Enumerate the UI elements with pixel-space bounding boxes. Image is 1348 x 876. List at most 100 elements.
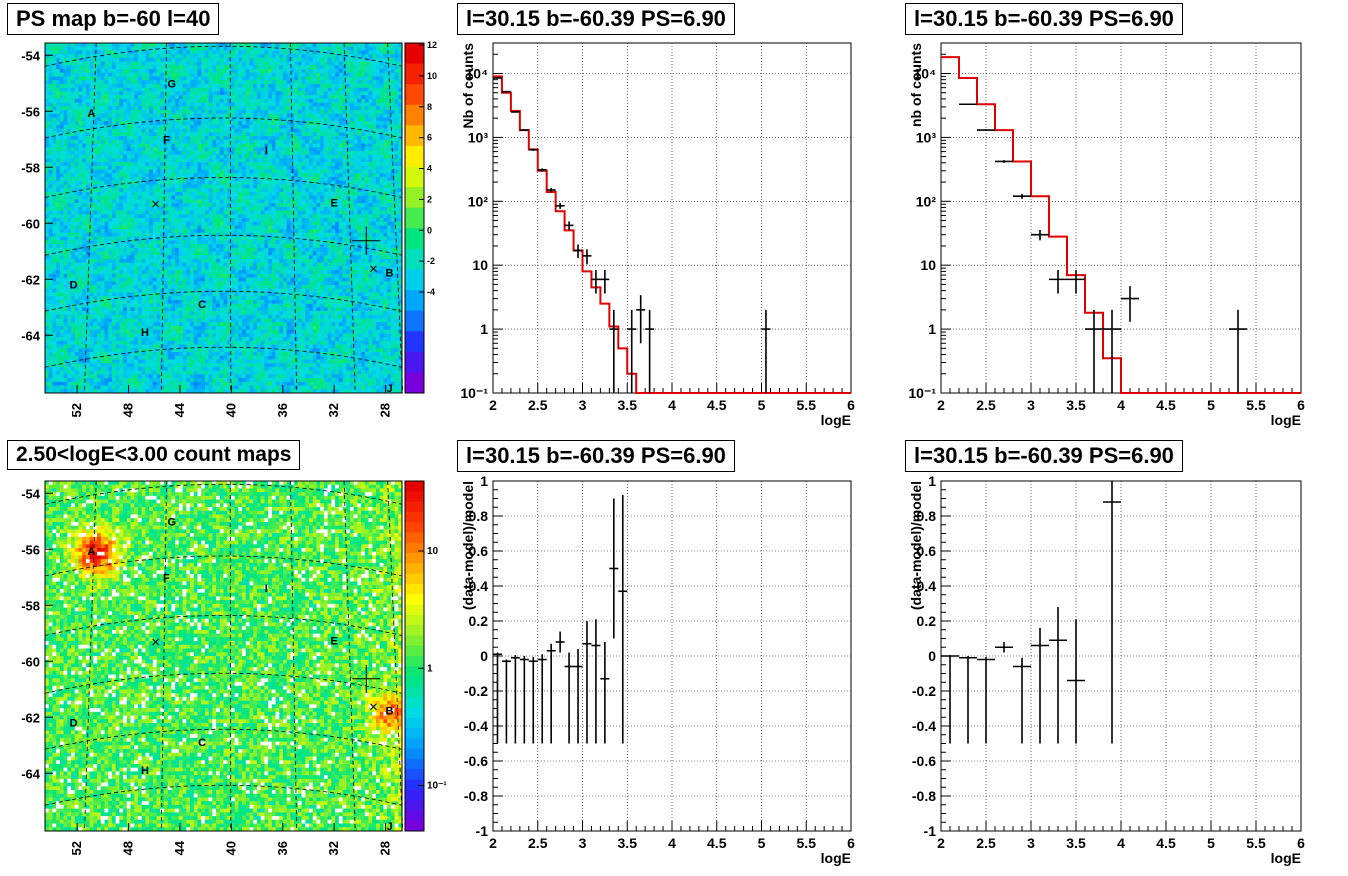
colorbar-segment bbox=[405, 573, 424, 585]
colorbar-segment bbox=[405, 656, 424, 667]
colorbar-segment bbox=[405, 522, 424, 533]
source-label-h: H bbox=[141, 765, 149, 777]
y-tick-label: -56 bbox=[21, 104, 40, 119]
colorbar-tick-label: 10 bbox=[427, 546, 439, 557]
data-point bbox=[510, 111, 520, 113]
longitude-line bbox=[290, 480, 298, 832]
colorbar-segment bbox=[405, 145, 424, 167]
data-point bbox=[573, 244, 583, 259]
colorbar-tick-label: 0 bbox=[427, 225, 432, 235]
latitude-line bbox=[44, 117, 403, 139]
data-point bbox=[510, 655, 520, 744]
x-tick-label: 3.5 bbox=[618, 397, 638, 413]
y-tick-label: -0.8 bbox=[912, 788, 936, 804]
colorbar-segment bbox=[405, 697, 424, 708]
source-label-b: B bbox=[386, 267, 394, 279]
data-point bbox=[573, 649, 583, 744]
data-point bbox=[977, 129, 995, 131]
colorbar-segment bbox=[405, 676, 424, 688]
residual-fine-grid bbox=[493, 481, 851, 831]
x-tick-label: 32 bbox=[326, 841, 341, 855]
colorbar-segment bbox=[405, 481, 424, 492]
y-tick-label: 10³ bbox=[468, 129, 489, 145]
count-map-pixels bbox=[45, 481, 403, 832]
data-point bbox=[582, 621, 592, 744]
data-point bbox=[761, 309, 771, 393]
x-axis-label: logE bbox=[821, 850, 851, 866]
data-point bbox=[1067, 270, 1085, 294]
data-point bbox=[537, 654, 547, 744]
colorbar-segment bbox=[405, 604, 424, 616]
x-tick-label: 4.5 bbox=[1156, 835, 1176, 851]
data-point bbox=[1049, 270, 1067, 294]
source-label-i: I bbox=[265, 583, 268, 595]
x-axis-label: logE bbox=[1271, 412, 1301, 428]
data-point bbox=[537, 168, 547, 172]
data-point bbox=[501, 659, 511, 744]
colorbar-segment bbox=[405, 532, 424, 544]
data-point bbox=[528, 148, 538, 151]
y-tick-label: -56 bbox=[21, 542, 40, 557]
x-tick-label: 40 bbox=[223, 841, 238, 855]
y-tick-label: 0.4 bbox=[469, 578, 489, 594]
colorbar-tick-label: 4 bbox=[427, 164, 432, 174]
data-point bbox=[959, 103, 977, 106]
y-tick-label: -62 bbox=[21, 710, 40, 725]
colorbar-segment bbox=[405, 779, 424, 791]
data-point bbox=[995, 160, 1013, 163]
colorbar-segment bbox=[405, 625, 424, 636]
y-tick-label: -0.4 bbox=[464, 718, 488, 734]
data-point bbox=[618, 495, 628, 744]
colorbar-segment bbox=[405, 728, 424, 739]
y-tick-label: 0.8 bbox=[469, 508, 489, 524]
data-point bbox=[564, 652, 574, 744]
x-tick-label: 3.5 bbox=[618, 835, 638, 851]
spectrum-fine-grid bbox=[493, 43, 851, 393]
x-tick-label: 52 bbox=[69, 403, 84, 417]
x-tick-label: 5.5 bbox=[797, 835, 817, 851]
y-tick-label: -0.2 bbox=[912, 683, 936, 699]
y-tick-label: 0.4 bbox=[917, 578, 937, 594]
longitude-line bbox=[160, 480, 167, 832]
colorbar-tick-label: 2 bbox=[427, 194, 432, 204]
data-point bbox=[1121, 286, 1139, 322]
colorbar-segment bbox=[405, 501, 424, 513]
residual-coarse-grid bbox=[941, 481, 1301, 831]
colorbar-segment bbox=[405, 125, 424, 147]
longitude-line bbox=[343, 480, 356, 832]
colorbar-segment bbox=[405, 187, 424, 209]
data-point bbox=[493, 77, 502, 79]
y-tick-label: 1 bbox=[480, 321, 488, 337]
source-label-e: E bbox=[330, 635, 337, 647]
y-tick-label: 10² bbox=[916, 193, 937, 209]
x-tick-label: 48 bbox=[121, 403, 136, 417]
colorbar-segment bbox=[405, 351, 424, 373]
colorbar-tick-label: 12 bbox=[427, 40, 437, 50]
data-point bbox=[546, 643, 556, 744]
data-point bbox=[600, 642, 610, 744]
x-tick-label: 5.5 bbox=[797, 397, 817, 413]
x-tick-label: 3 bbox=[1027, 835, 1035, 851]
latitude-line bbox=[44, 672, 403, 694]
colorbar-segment bbox=[405, 666, 424, 677]
spectrum-coarse-grid bbox=[941, 43, 1301, 393]
x-tick-label: 3 bbox=[579, 835, 587, 851]
y-tick-label: 10 bbox=[472, 257, 488, 273]
colorbar-segment bbox=[405, 800, 424, 811]
colorbar-segment bbox=[405, 491, 424, 502]
x-tick-label: 3.5 bbox=[1066, 397, 1086, 413]
latitude-line bbox=[44, 728, 403, 750]
data-point bbox=[493, 652, 502, 744]
ps-position-cross bbox=[352, 226, 381, 255]
colorbar-segment bbox=[405, 248, 424, 270]
colorbar-segment bbox=[405, 758, 424, 770]
x-tick-label: 5 bbox=[758, 397, 766, 413]
y-tick-label: 10⁻¹ bbox=[908, 385, 936, 401]
y-tick-label: -1 bbox=[924, 823, 937, 839]
source-label-d: D bbox=[70, 280, 78, 292]
